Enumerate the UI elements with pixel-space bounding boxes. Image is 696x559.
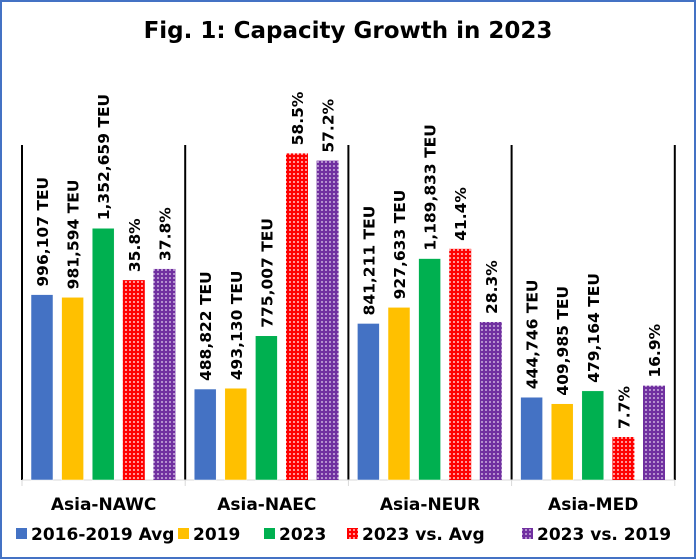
bar-2019 — [550, 403, 574, 481]
data-label: 28.3% — [483, 260, 501, 314]
bar-2023 — [91, 228, 115, 481]
category-label: Asia-NEUR — [380, 495, 480, 515]
data-label: 1,189,833 TEU — [422, 124, 440, 250]
data-label: 981,594 TEU — [65, 180, 83, 290]
data-label: 493,130 TEU — [228, 270, 246, 380]
bar-2023-vs-avg — [612, 437, 635, 480]
data-label: 57.2% — [320, 98, 338, 152]
bar-2023-vs-2019 — [153, 268, 176, 480]
data-label: 58.5% — [289, 91, 307, 145]
data-label: 841,211 TEU — [360, 206, 378, 316]
data-label: 7.7% — [615, 386, 633, 429]
legend-entry: 2023 — [279, 525, 326, 545]
bar-2023-vs-2019 — [643, 385, 665, 480]
bar-2023-vs-2019 — [479, 321, 502, 480]
legend-entry: 2023 vs. Avg — [362, 525, 485, 545]
category-label: Asia-MED — [548, 495, 638, 515]
data-label: 927,633 TEU — [391, 190, 409, 300]
bar-2019 — [387, 307, 411, 481]
bar-2016-2019-avg — [193, 388, 217, 481]
category-label: Asia-NAEC — [217, 495, 316, 515]
data-label: 1,352,659 TEU — [95, 94, 113, 220]
category-label: Asia-NAWC — [51, 495, 156, 515]
legend-swatch — [264, 528, 275, 539]
data-label: 35.8% — [126, 218, 144, 272]
bar-2023 — [255, 335, 278, 481]
bar-2019 — [224, 387, 248, 481]
legend-entry: 2016-2019 Avg — [31, 525, 174, 545]
bar-2016-2019-avg — [520, 396, 543, 481]
bar-2016-2019-avg — [357, 323, 380, 481]
bar-2023-vs-2019 — [316, 160, 339, 480]
legend-entry: 2023 vs. 2019 — [537, 525, 671, 545]
data-label: 488,822 TEU — [197, 271, 215, 381]
bar-2023 — [581, 390, 605, 481]
legend-entry: 2019 — [193, 525, 240, 545]
bar-2023-vs-avg — [122, 280, 145, 480]
bar-2016-2019-avg — [30, 294, 54, 481]
data-label: 409,985 TEU — [554, 286, 572, 396]
legend-swatch — [347, 528, 358, 539]
bar-2023-vs-avg — [286, 153, 308, 480]
legend-swatch — [178, 528, 189, 539]
chart-title: Fig. 1: Capacity Growth in 2023 — [143, 18, 553, 44]
bar-2023 — [418, 258, 441, 481]
data-label: 16.9% — [646, 323, 664, 377]
legend-swatch — [16, 528, 27, 539]
bar-2023-vs-avg — [449, 248, 472, 480]
data-label: 444,746 TEU — [524, 279, 542, 389]
legend-swatch — [522, 528, 533, 539]
data-label: 996,107 TEU — [34, 177, 52, 287]
data-label: 37.8% — [156, 207, 174, 261]
data-label: 775,007 TEU — [258, 218, 276, 328]
data-label: 41.4% — [452, 187, 470, 241]
data-label: 479,164 TEU — [585, 273, 603, 383]
bar-2019 — [61, 297, 84, 481]
